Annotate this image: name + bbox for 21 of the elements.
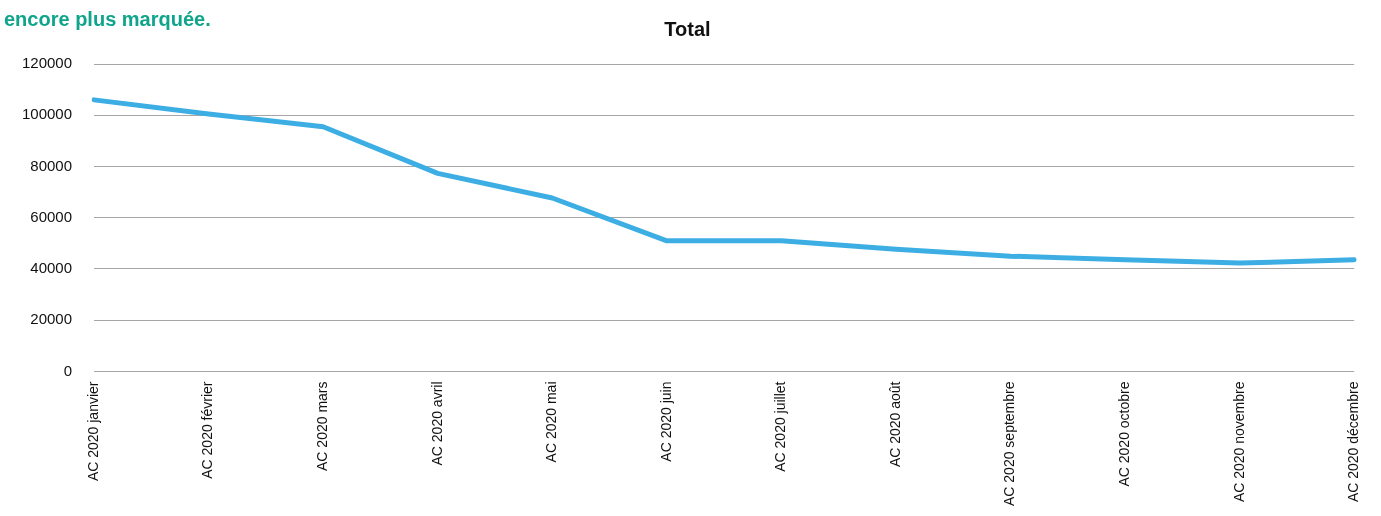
x-tick-label: AC 2020 août xyxy=(886,381,903,468)
x-tick-label: AC 2020 octobre xyxy=(1115,381,1132,487)
y-tick-label: 0 xyxy=(63,361,73,379)
y-tick-label: 40000 xyxy=(30,259,73,277)
x-tick-label: AC 2020 mai xyxy=(543,381,560,463)
y-tick-label: 20000 xyxy=(30,310,73,328)
x-tick-label: AC 2020 décembre xyxy=(1345,381,1362,503)
x-tick-label: AC 2020 septembre xyxy=(1001,381,1018,507)
x-tick-label: AC 2020 juillet xyxy=(772,381,789,472)
text: encore plus marquée. xyxy=(4,8,211,31)
x-tick-label: AC 2020 juin xyxy=(657,381,674,462)
chart-title: Total xyxy=(664,17,711,40)
x-tick-label: AC 2020 janvier xyxy=(84,381,101,482)
x-tick-label: AC 2020 mars xyxy=(314,381,331,471)
x-tick-label: AC 2020 avril xyxy=(428,381,445,466)
y-tick-label: 80000 xyxy=(30,156,73,174)
y-tick-label: 120000 xyxy=(21,54,73,72)
x-tick-label: AC 2020 novembre xyxy=(1230,381,1247,503)
y-tick-label: 100000 xyxy=(21,105,73,123)
x-tick-label: AC 2020 février xyxy=(199,381,216,479)
y-tick-label: 60000 xyxy=(30,207,73,225)
